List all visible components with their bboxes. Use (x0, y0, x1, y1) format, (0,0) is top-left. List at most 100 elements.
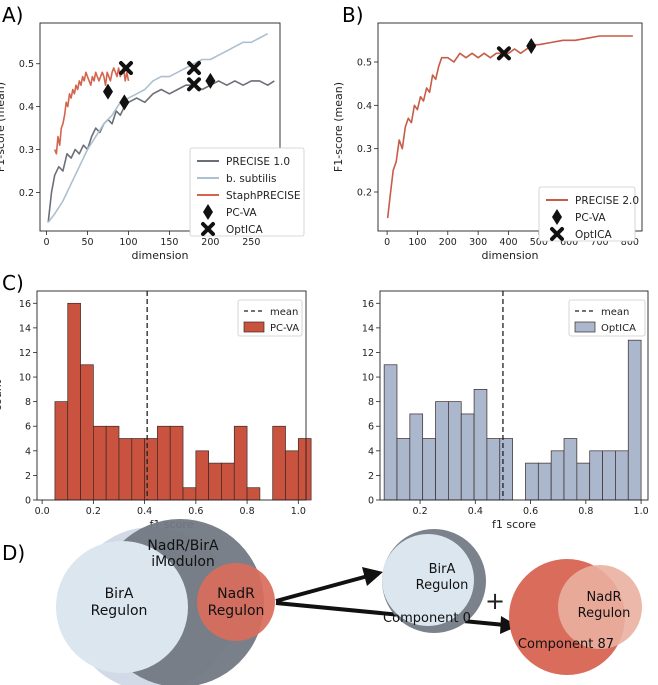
plus-sign: + (485, 587, 505, 615)
plot-frame (39, 22, 281, 232)
histogram-bar (473, 389, 488, 501)
histogram-bar (131, 438, 145, 501)
legend-label: mean (270, 307, 298, 318)
y-tick-label: 12 (362, 348, 374, 359)
x-tick-label: 1.0 (634, 506, 649, 517)
marker-optica (496, 46, 511, 61)
x-tick-label: 0.2 (413, 506, 428, 517)
y-tick-label: 0.2 (357, 188, 372, 199)
marker-pc-va (205, 72, 216, 89)
chart-c-optica-histogram: 0.2 0.4 0.6 0.8 1.0 0 2 4 6 8 10 12 14 16 f1 score mean… (362, 290, 649, 531)
marker-pc-va (526, 37, 537, 54)
venn-diagram-d: NadR/BirA iModulon BirA Regulon NadR Reg… (56, 519, 642, 685)
chart-a-f1-vs-dimension: 0 50 100 150 200 250 0.2 0.3 0.4 0.5 dimension F1-s… (0, 22, 305, 262)
x-tick-label: 0.8 (240, 506, 255, 517)
y-tick-label: 4 (25, 446, 31, 457)
histogram-bar (396, 438, 411, 501)
marker-optica (186, 77, 201, 92)
venn-nadR-label-1: NadR (217, 586, 255, 602)
histogram-bar (157, 425, 171, 501)
x-tick-label: 0.6 (188, 506, 203, 517)
venn-birA-label-1: BirA (105, 586, 134, 602)
histogram-bar (550, 450, 565, 501)
y-tick-label: 14 (362, 323, 374, 334)
venn-nadR-regulon-circle (197, 563, 275, 641)
histogram-bar (448, 401, 462, 501)
y-tick-label: 2 (368, 471, 374, 482)
histogram-bar (80, 364, 94, 501)
histogram-bar (615, 450, 629, 501)
series-line-b-subtilis (47, 32, 269, 223)
histogram-bar (93, 425, 107, 501)
histogram-bar (525, 462, 539, 501)
y-tick-label: 0.3 (357, 144, 372, 155)
legend-label: StaphPRECISE (226, 190, 301, 202)
x-tick-label: 700 (590, 237, 608, 248)
x-axis-label: f1 score (492, 518, 536, 531)
y-tick-label: 0.4 (19, 102, 34, 113)
histogram-bar (486, 438, 501, 501)
histogram-bar (602, 450, 616, 501)
legend-marker-pc-va (203, 204, 213, 220)
histogram-bar (460, 413, 475, 501)
y-axis-label: F1-score (mean) (0, 82, 7, 172)
histogram-bar (627, 339, 642, 501)
histogram-bar (105, 425, 120, 501)
x-tick-label: 250 (242, 237, 260, 248)
chart-b-f1-vs-dimension: 0 100 200 300 400 500 600 700 800 0.2 0.3 0.4 0.5 dim… (332, 22, 643, 262)
x-tick-label: 0 (384, 237, 390, 248)
y-tick-label: 8 (25, 397, 31, 408)
x-tick-label: 0.4 (137, 506, 152, 517)
histogram-bar (576, 462, 591, 501)
legend-label: b. subtilis (226, 173, 276, 185)
y-tick-label: 14 (19, 323, 31, 334)
histogram-bar (195, 450, 209, 501)
venn-imodulon-label-1: NadR/BirA (147, 538, 219, 554)
arrow-head-component-87 (500, 616, 518, 634)
marker-optica (186, 61, 201, 76)
panel-label-d: D) (2, 541, 25, 565)
arrow-head-component-0 (362, 567, 383, 586)
legend-label: OptICA (226, 224, 263, 236)
component-87-nadR-circle (558, 565, 642, 649)
histogram-bar (67, 302, 81, 501)
y-axis-label: count (0, 379, 4, 411)
x-tick-label: 100 (408, 237, 426, 248)
histogram-bar (246, 487, 261, 501)
histogram-bar (54, 401, 69, 501)
x-tick-label: 0.6 (523, 506, 538, 517)
legend-label: OptICA (601, 323, 636, 334)
histogram-bar (435, 401, 449, 501)
x-tick-label: 300 (469, 237, 487, 248)
legend-label: mean (601, 307, 629, 318)
y-tick-label: 10 (19, 373, 31, 384)
histogram-bar (563, 438, 578, 501)
venn-birA-regulon-circle (56, 541, 188, 673)
legend-marker-optica (201, 222, 215, 236)
legend-label: PRECISE 1.0 (226, 156, 290, 168)
x-tick-label: 150 (160, 237, 178, 248)
histogram-bar (589, 450, 603, 501)
y-tick-label: 16 (19, 299, 31, 310)
y-tick-label: 0 (368, 496, 374, 507)
histogram-bar (182, 487, 197, 501)
y-tick-label: 0.5 (19, 59, 34, 70)
y-tick-label: 6 (368, 422, 374, 433)
y-axis-label: F1-score (mean) (332, 82, 345, 172)
histogram-bar (422, 438, 436, 501)
histogram-bar (221, 462, 235, 501)
x-tick-label: 500 (530, 237, 548, 248)
venn-imodulon-label-2: iModulon (151, 554, 215, 570)
legend-marker-optica (550, 227, 564, 241)
y-tick-label: 12 (19, 348, 31, 359)
arrow-to-component-0 (275, 574, 369, 603)
series-line-staphprecise (53, 67, 130, 155)
plot-frame (377, 22, 643, 232)
panel-label-c: C) (2, 271, 24, 295)
x-tick-label: 100 (119, 237, 137, 248)
component-0-birA-circle (382, 534, 474, 626)
component-87-nadR-label-2: Regulon (578, 606, 631, 621)
y-tick-label: 8 (368, 397, 374, 408)
